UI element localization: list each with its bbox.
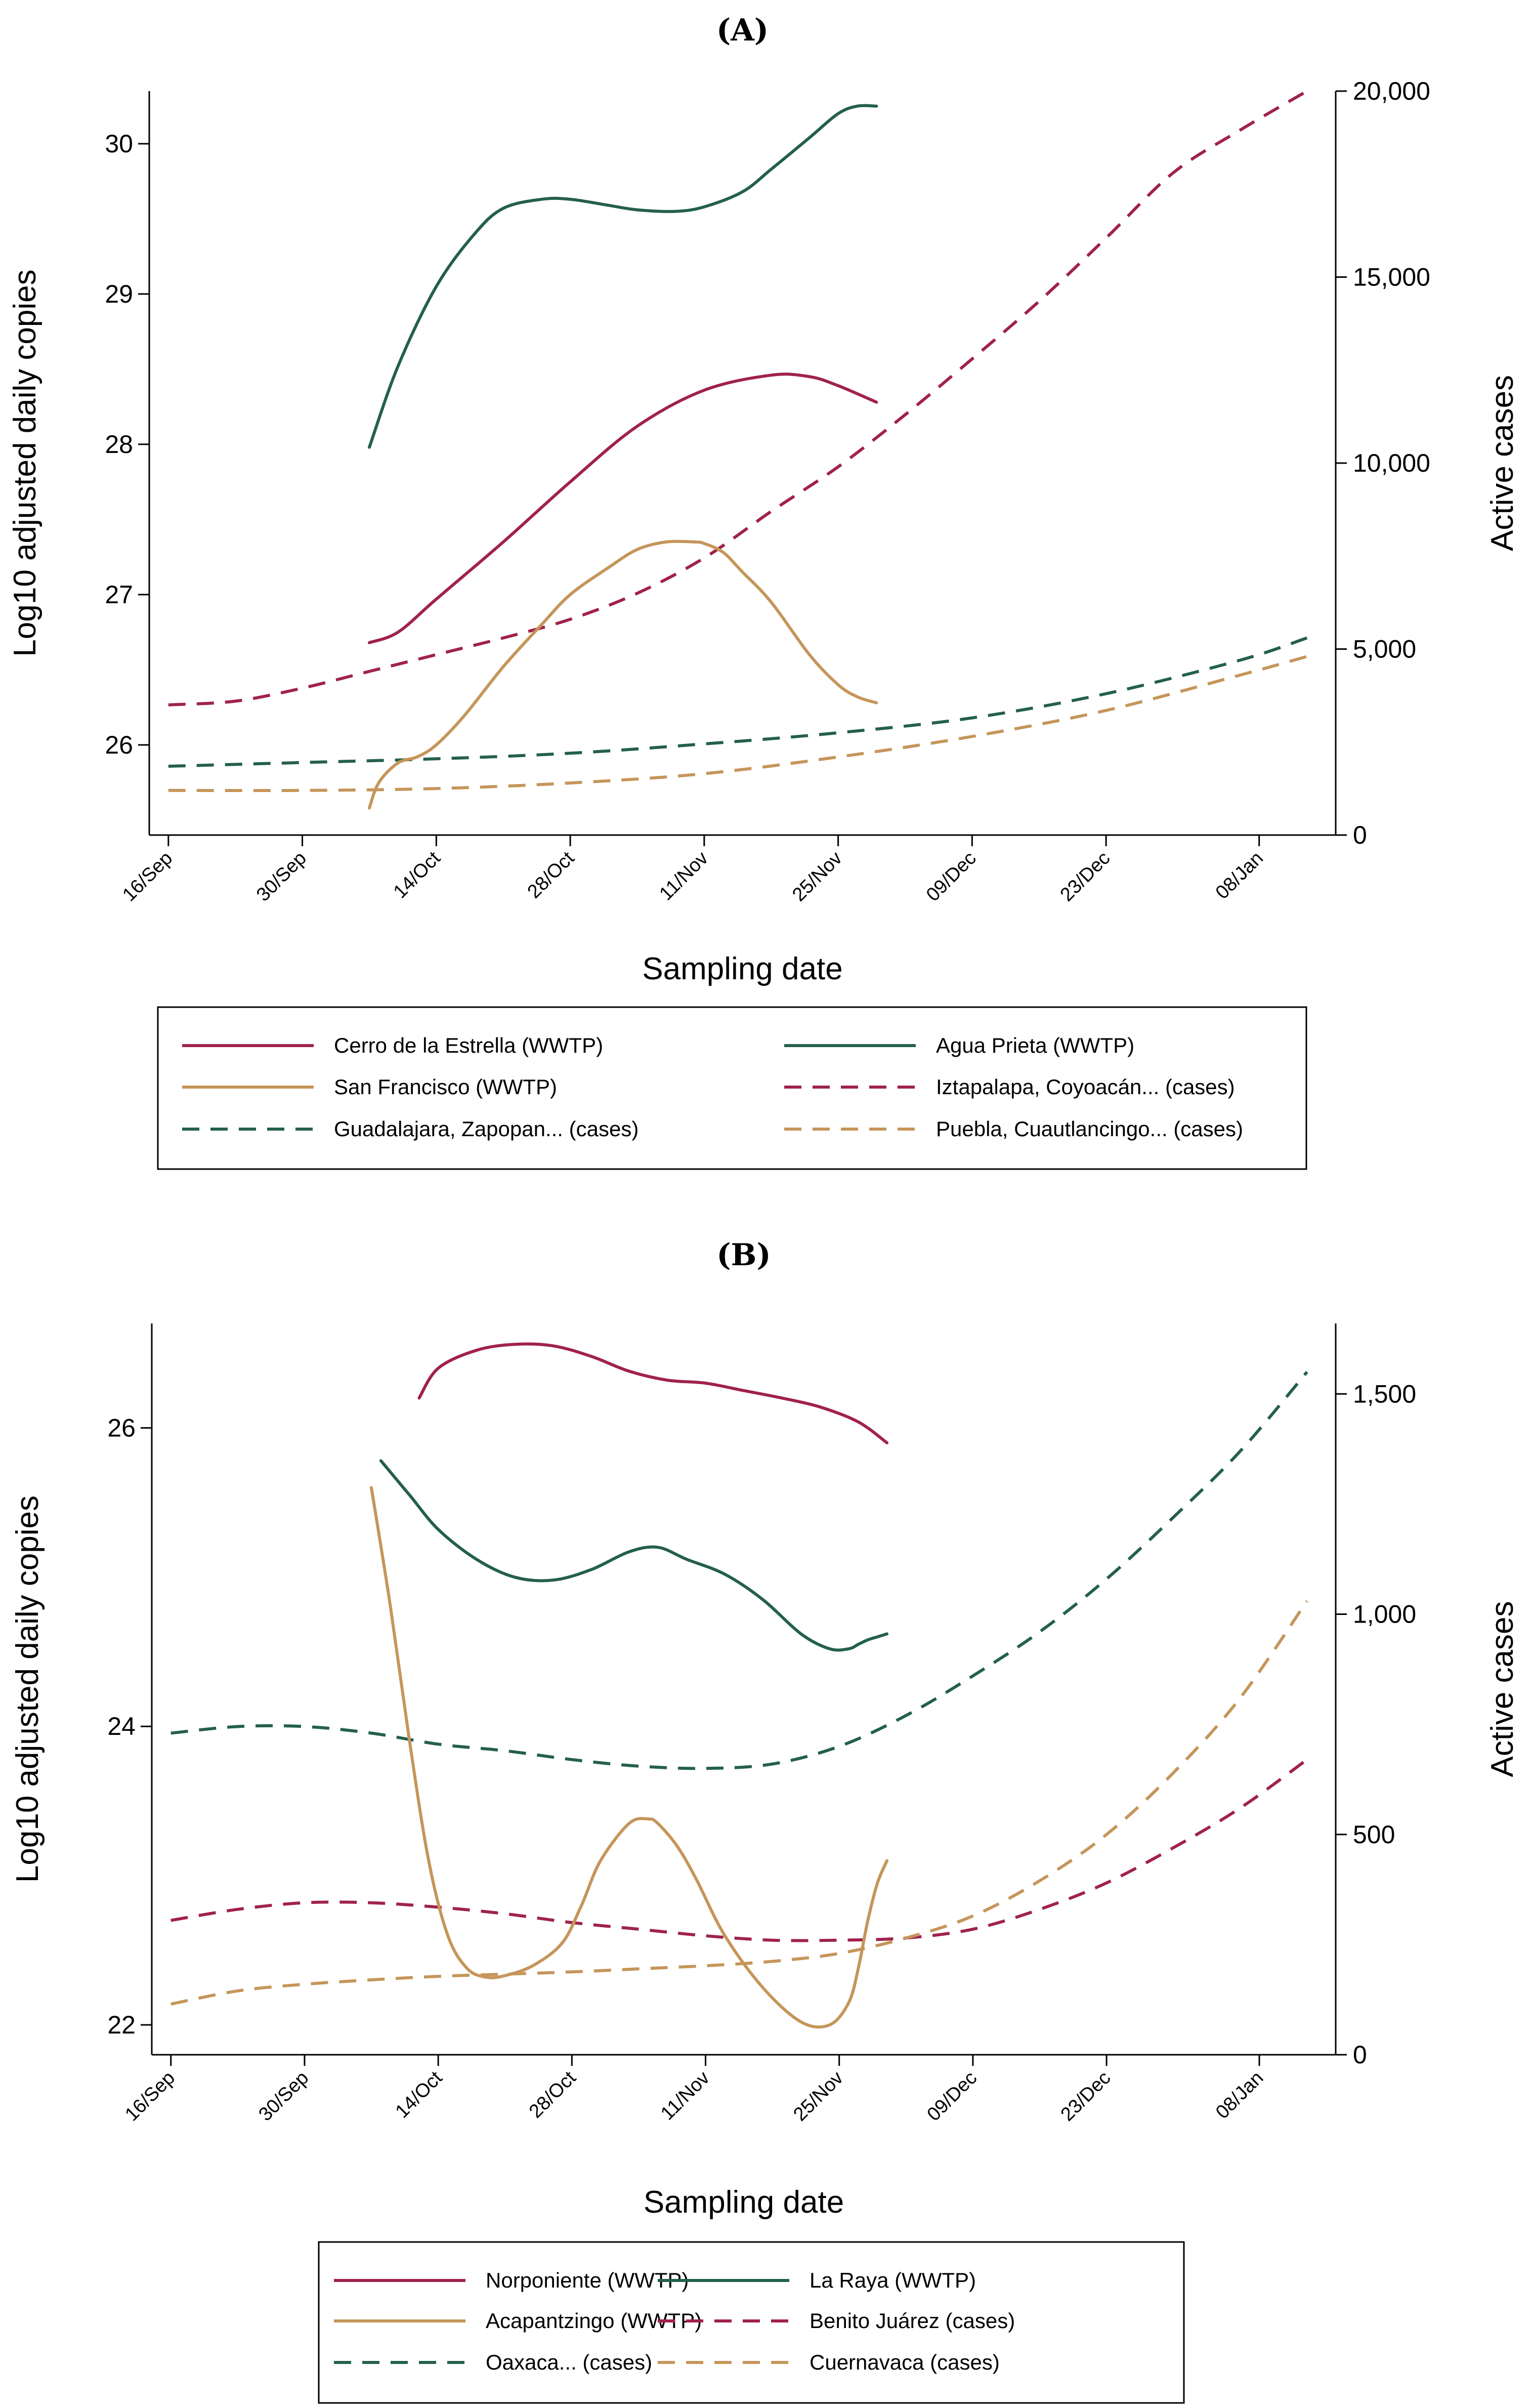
y-left-tick-label: 29 <box>105 280 133 308</box>
legend-label: Iztapalapa, Coyoacán... (cases) <box>936 1075 1235 1099</box>
y-right-tick-label: 0 <box>1353 2041 1367 2069</box>
series-line-1 <box>379 1459 889 1652</box>
y-right-axis-title: Active cases <box>1485 1601 1520 1777</box>
panel-title: (B) <box>716 1237 771 1273</box>
y-left-tick-label: 27 <box>105 580 133 609</box>
series-line-3 <box>168 90 1308 707</box>
y-left-tick-label: 26 <box>107 1414 136 1442</box>
y-right-tick-label: 15,000 <box>1353 263 1430 292</box>
y-right-tick-label: 0 <box>1353 821 1367 849</box>
y-right-tick-label: 10,000 <box>1353 449 1430 477</box>
legend-label: La Raya (WWTP) <box>810 2268 976 2292</box>
series-line-2 <box>368 539 878 810</box>
series-line-4 <box>168 636 1308 768</box>
y-left-tick-label: 26 <box>105 731 133 759</box>
series-line-5 <box>168 655 1308 793</box>
y-left-tick-label: 28 <box>105 430 133 459</box>
panel-title: (A) <box>716 13 769 48</box>
series-line-5 <box>171 1600 1308 2006</box>
legend-label: San Francisco (WWTP) <box>334 1075 557 1099</box>
y-right-tick-label: 20,000 <box>1353 77 1430 105</box>
y-right-tick-label: 5,000 <box>1353 635 1416 663</box>
series-line-2 <box>370 1486 889 2029</box>
y-right-tick-label: 500 <box>1353 1820 1395 1849</box>
y-right-tick-label: 1,000 <box>1353 1600 1416 1629</box>
series-line-4 <box>171 1371 1308 1770</box>
legend-box <box>157 1006 1307 1170</box>
legend-label: Cuernavaca (cases) <box>810 2350 1000 2374</box>
x-axis-title: Sampling date <box>642 951 842 986</box>
y-left-axis-title: Log10 adjusted daily copies <box>10 1496 45 1883</box>
series-line-1 <box>368 104 878 449</box>
legend-label: Norponiente (WWTP) <box>486 2268 689 2292</box>
panel-a: (A)262728293005,00010,00015,00020,00016/… <box>8 13 1520 1170</box>
legend-label: Agua Prieta (WWTP) <box>936 1033 1134 1057</box>
x-axis-title: Sampling date <box>644 2185 844 2220</box>
series-line-0 <box>417 1342 889 1444</box>
y-left-tick-label: 24 <box>107 1712 136 1740</box>
y-left-tick-label: 22 <box>107 2011 136 2039</box>
series-line-3 <box>171 1758 1308 1942</box>
series-line-0 <box>368 372 878 644</box>
legend-label: Benito Juárez (cases) <box>810 2309 1015 2333</box>
legend-label: Guadalajara, Zapopan... (cases) <box>334 1117 639 1141</box>
y-right-tick-label: 1,500 <box>1353 1380 1416 1408</box>
legend-label: Cerro de la Estrella (WWTP) <box>334 1033 603 1057</box>
y-left-tick-label: 30 <box>105 130 133 158</box>
y-left-axis-title: Log10 adjusted daily copies <box>8 269 42 656</box>
legend-label: Puebla, Cuautlancingo... (cases) <box>936 1117 1243 1141</box>
legend-label: Oaxaca... (cases) <box>486 2350 652 2374</box>
y-right-axis-title: Active cases <box>1485 375 1520 551</box>
